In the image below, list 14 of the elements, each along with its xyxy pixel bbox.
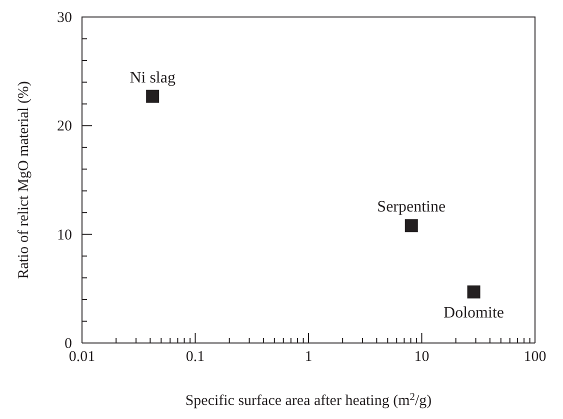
x-tick-label: 0.01 xyxy=(68,349,96,365)
annotation: Dolomite xyxy=(444,304,504,322)
x-axis-title: Specific surface area after heating (m$^{2}$/g) xyxy=(185,392,432,409)
y-tick-label: 0 xyxy=(64,336,72,352)
annotation: Serpentine xyxy=(377,198,446,216)
x-tick-label: 1 xyxy=(304,349,312,365)
x-tick-label: 10 xyxy=(414,349,430,365)
y-tick-label: 30 xyxy=(57,10,72,26)
annotation: Ni slag xyxy=(130,69,176,86)
x-tick-label: 100 xyxy=(524,349,546,365)
x-tick-label: 0.1 xyxy=(186,349,205,365)
y-tick-label: 10 xyxy=(57,227,72,244)
y-tick-label: 20 xyxy=(57,118,72,135)
y-axis-title: Ratio of relict MgO material (%) xyxy=(16,81,32,279)
